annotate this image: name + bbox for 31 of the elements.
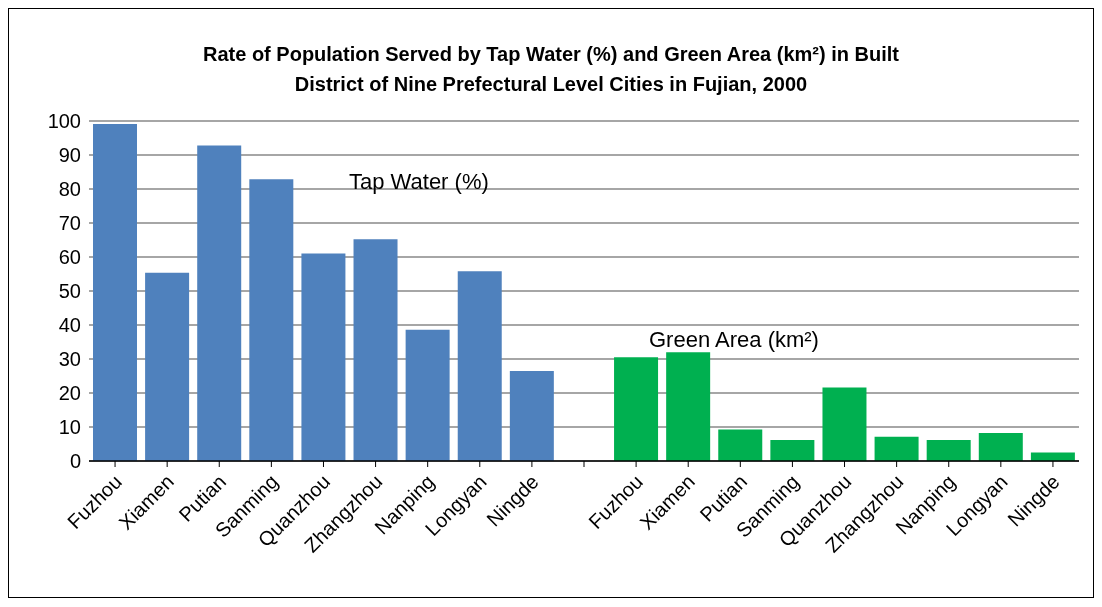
y-tick-label: 100 [47,110,81,133]
bar [145,272,190,461]
y-tick-label: 0 [69,450,81,473]
bar [874,436,919,461]
y-tick-label: 30 [58,348,81,371]
bar [509,370,554,461]
bar [249,179,294,461]
bar [718,429,763,461]
y-tick-label: 20 [58,382,81,405]
bar [614,357,659,461]
bar [93,124,137,461]
bar [457,271,502,461]
bar [822,387,867,461]
bar [301,253,346,461]
y-tick-label: 10 [58,416,81,439]
bar [666,352,711,461]
y-tick-label: 90 [58,144,81,167]
y-tick-label: 70 [58,212,81,235]
series-label: Green Area (km²) [649,327,819,353]
y-tick-label: 50 [58,280,81,303]
bar [926,439,971,461]
y-tick-label: 80 [58,178,81,201]
y-tick-label: 60 [58,246,81,269]
y-tick-label: 40 [58,314,81,337]
bar [197,145,242,461]
bar [405,329,450,461]
text: Tap Water (%) [349,169,489,195]
bar [770,439,815,461]
bar [353,239,398,461]
chart-title: Rate of Population Served by Tap Water (%) and Green Area (km²) in Built District of Nine Prefectural Level Cities in Fujian, 2000 [202,42,900,97]
bar [978,433,1023,461]
